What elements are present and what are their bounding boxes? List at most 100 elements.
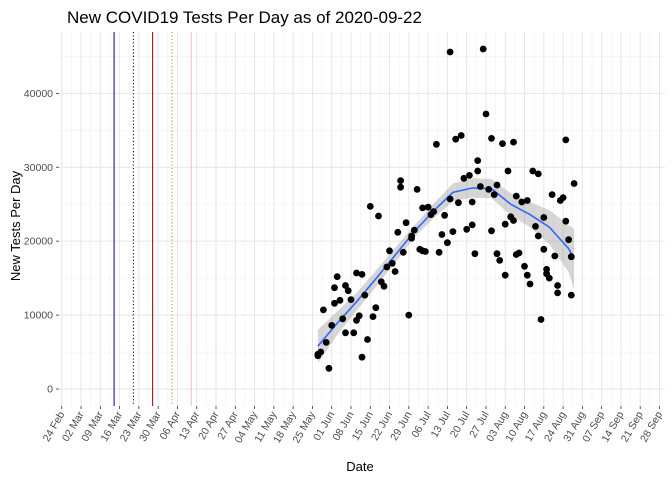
data-point bbox=[350, 329, 358, 337]
y-tick-label: 30000 bbox=[24, 162, 53, 174]
data-point bbox=[402, 219, 410, 227]
data-point bbox=[361, 291, 369, 299]
data-point bbox=[493, 181, 501, 189]
data-point bbox=[468, 221, 476, 229]
data-point bbox=[554, 289, 561, 297]
data-point bbox=[397, 177, 404, 185]
data-point bbox=[369, 313, 377, 320]
data-point bbox=[559, 194, 567, 202]
data-point bbox=[388, 259, 396, 267]
data-point bbox=[424, 203, 432, 211]
data-point bbox=[512, 192, 520, 200]
data-point bbox=[534, 170, 542, 178]
data-point bbox=[419, 204, 426, 212]
data-point bbox=[372, 304, 380, 312]
data-point bbox=[567, 291, 575, 299]
data-point bbox=[342, 282, 349, 289]
data-point bbox=[355, 312, 363, 320]
data-point bbox=[344, 287, 352, 295]
data-point bbox=[358, 271, 366, 278]
data-point bbox=[317, 348, 325, 356]
data-point bbox=[339, 315, 347, 323]
data-points bbox=[314, 45, 578, 372]
data-point bbox=[545, 274, 553, 282]
data-point bbox=[394, 228, 402, 236]
data-point bbox=[529, 167, 537, 175]
data-point bbox=[485, 186, 493, 193]
data-point bbox=[562, 217, 570, 225]
data-point bbox=[551, 252, 559, 260]
data-point bbox=[521, 262, 528, 270]
data-point bbox=[493, 250, 501, 258]
data-point bbox=[438, 231, 446, 238]
data-point bbox=[391, 268, 399, 275]
data-point bbox=[333, 273, 341, 281]
data-point bbox=[479, 45, 487, 53]
data-point bbox=[353, 269, 360, 277]
data-point bbox=[380, 282, 388, 290]
data-point bbox=[446, 48, 454, 56]
data-point bbox=[499, 140, 506, 148]
data-point bbox=[523, 271, 531, 279]
major-gridlines bbox=[59, 32, 665, 406]
data-point bbox=[413, 186, 421, 193]
data-point bbox=[554, 282, 561, 289]
data-point bbox=[441, 211, 448, 219]
y-tick-label: 10000 bbox=[24, 310, 53, 322]
data-point bbox=[364, 336, 371, 343]
data-point bbox=[523, 197, 531, 204]
data-point bbox=[477, 183, 484, 190]
data-point bbox=[460, 174, 468, 182]
data-point bbox=[322, 339, 330, 346]
data-point bbox=[328, 322, 336, 329]
data-point bbox=[515, 249, 523, 257]
data-point bbox=[325, 364, 333, 372]
data-point bbox=[358, 353, 366, 361]
data-point bbox=[435, 248, 443, 256]
data-point bbox=[399, 248, 407, 256]
data-point bbox=[510, 138, 517, 146]
data-point bbox=[471, 250, 479, 258]
data-point bbox=[474, 157, 482, 165]
y-axis-title: New Tests Per Day bbox=[8, 170, 23, 281]
data-point bbox=[537, 316, 545, 323]
data-point bbox=[375, 212, 382, 220]
data-point bbox=[430, 208, 437, 216]
data-point bbox=[510, 217, 517, 224]
chart-title: New COVID19 Tests Per Day as of 2020-09-… bbox=[67, 8, 422, 27]
y-tick-label: 40000 bbox=[24, 88, 53, 100]
data-point bbox=[548, 191, 556, 199]
data-point bbox=[433, 140, 440, 148]
data-point bbox=[504, 167, 512, 175]
data-point bbox=[540, 214, 548, 221]
data-point bbox=[397, 183, 404, 191]
data-point bbox=[540, 245, 548, 253]
y-axis-ticks: 0 10000 20000 30000 40000 bbox=[24, 88, 59, 396]
data-point bbox=[408, 232, 415, 240]
data-point bbox=[474, 167, 482, 175]
data-point bbox=[342, 329, 349, 337]
data-point bbox=[383, 263, 391, 271]
data-point bbox=[457, 132, 465, 139]
data-point bbox=[449, 228, 457, 236]
data-point bbox=[488, 135, 495, 142]
data-point bbox=[501, 271, 509, 279]
data-point bbox=[336, 296, 344, 304]
data-point bbox=[496, 257, 504, 264]
data-point bbox=[518, 198, 526, 206]
data-point bbox=[386, 247, 393, 255]
x-axis-title: Date bbox=[346, 459, 373, 474]
data-point bbox=[405, 311, 413, 319]
data-point bbox=[331, 299, 338, 307]
data-point bbox=[410, 226, 418, 234]
minor-gridlines bbox=[59, 32, 665, 406]
reference-lines bbox=[113, 32, 192, 406]
data-point bbox=[331, 284, 338, 292]
data-point bbox=[526, 280, 534, 288]
data-point bbox=[532, 223, 539, 230]
data-point bbox=[455, 199, 462, 207]
data-point bbox=[466, 172, 473, 179]
data-point bbox=[565, 236, 572, 244]
